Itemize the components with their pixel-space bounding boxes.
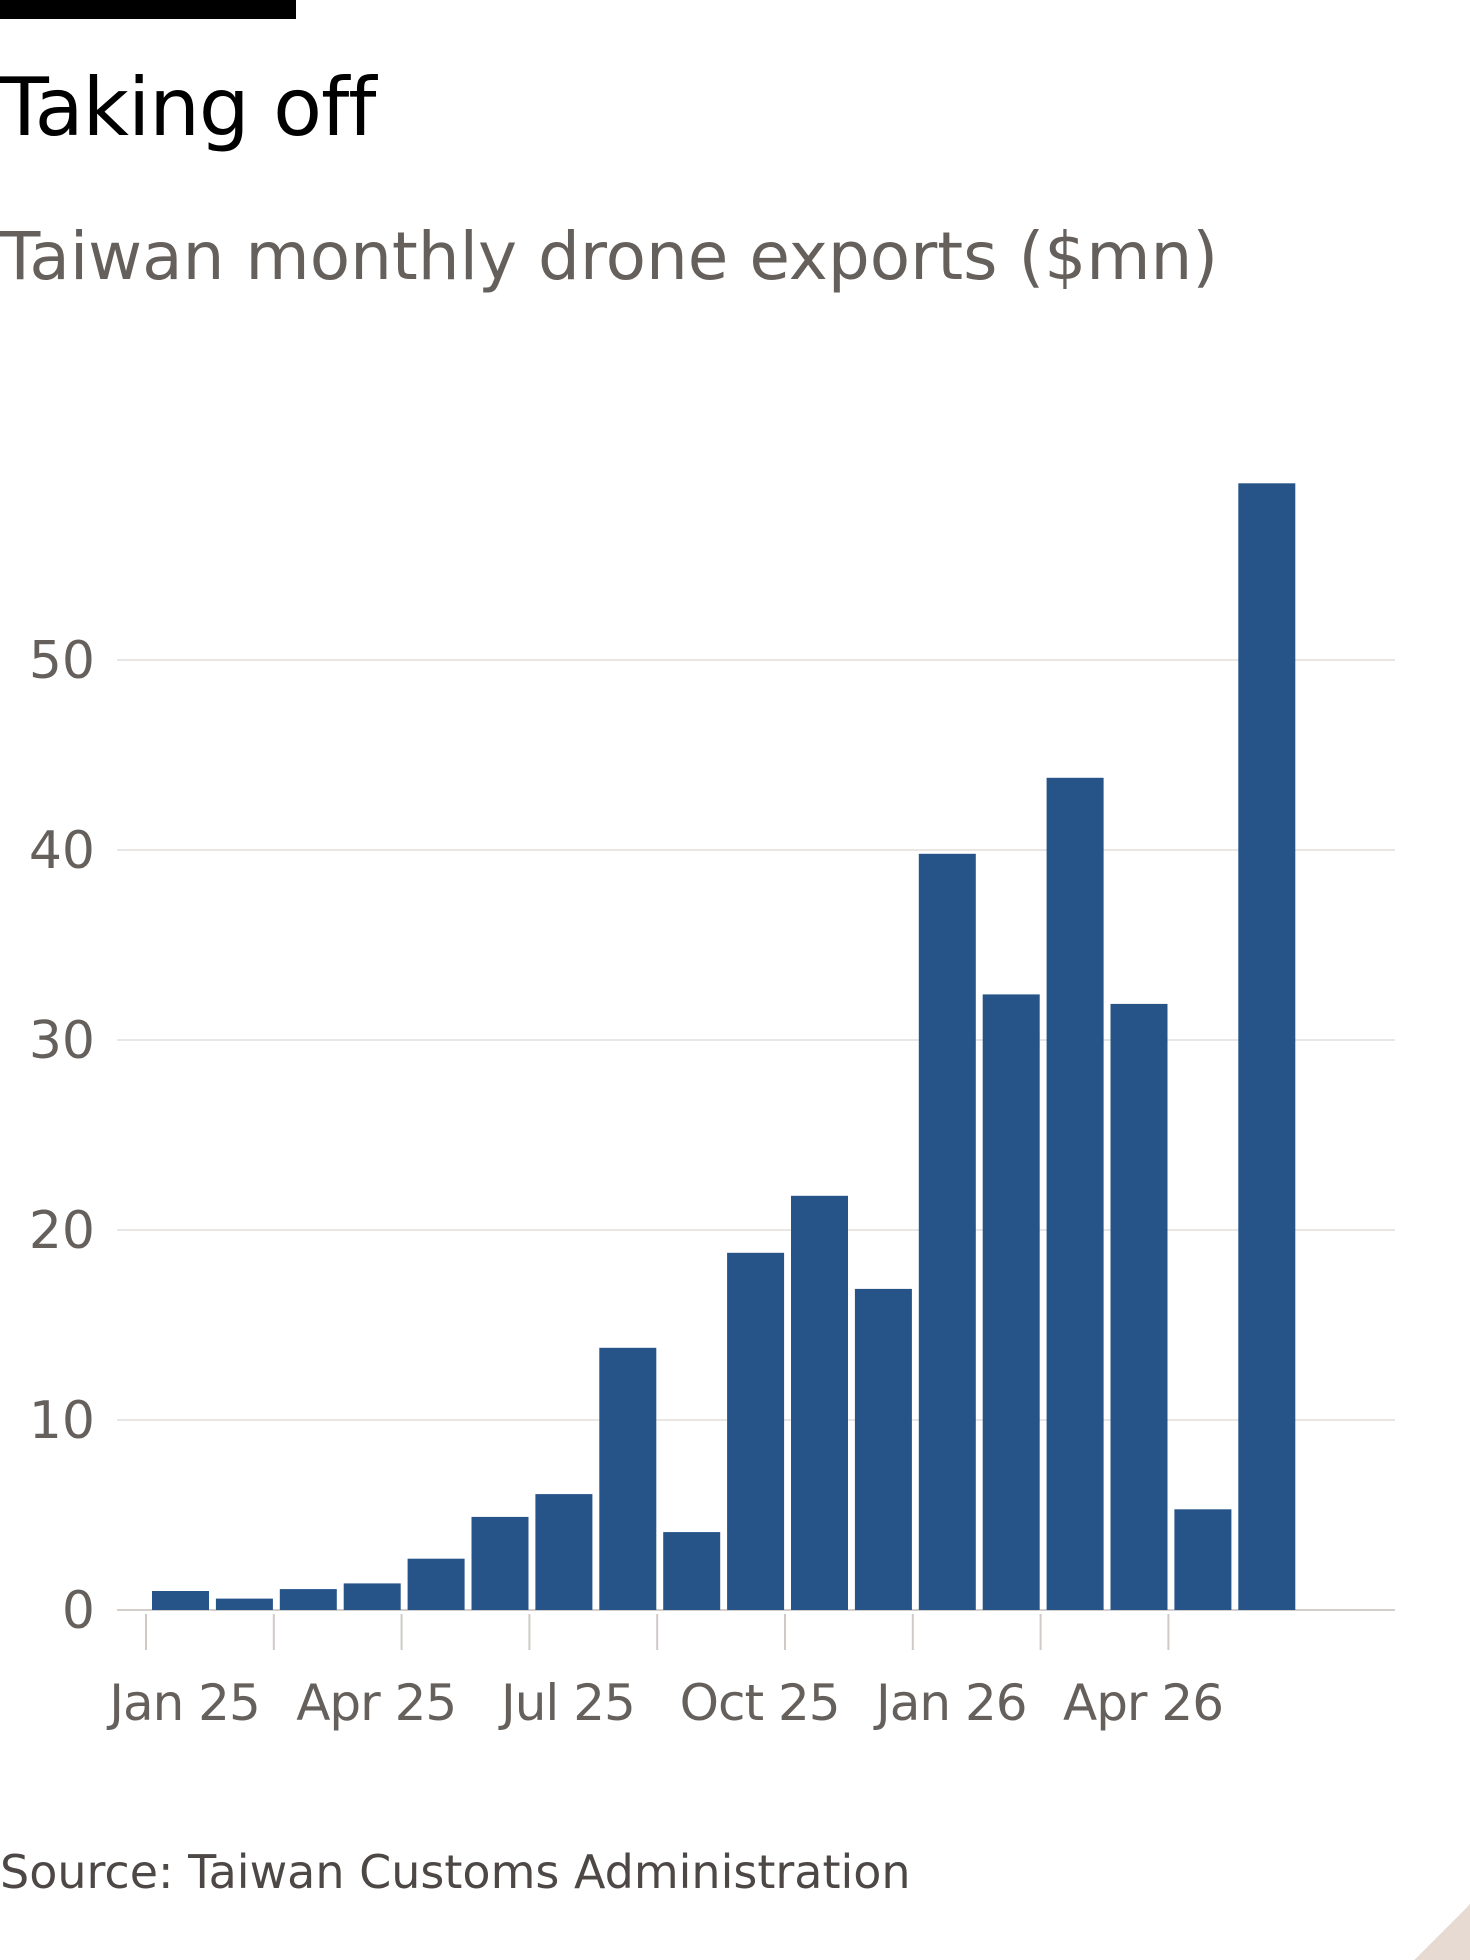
bar-jan-26 xyxy=(918,853,976,1610)
x-tick-label-jul-25: Jul 25 xyxy=(498,1674,635,1732)
x-tick-label-jan-25: Jan 25 xyxy=(106,1674,260,1732)
bar-jun-26 xyxy=(1238,483,1296,1610)
source-note: Source: Taiwan Customs Administration xyxy=(0,1845,911,1899)
bar-jan-25 xyxy=(152,1591,209,1610)
y-tick-label-30: 30 xyxy=(29,1011,95,1071)
bar-apr-25 xyxy=(343,1583,401,1610)
x-tick-label-jan-26: Jan 26 xyxy=(873,1674,1027,1732)
x-tick-label-apr-25: Apr 25 xyxy=(296,1674,456,1732)
bar-sep-25 xyxy=(663,1532,721,1610)
bar-apr-26 xyxy=(1110,1003,1168,1610)
bar-aug-25 xyxy=(599,1347,657,1610)
corner-fold-decoration xyxy=(1414,1904,1470,1960)
top-accent-bar xyxy=(0,0,296,19)
bar-nov-25 xyxy=(791,1195,848,1610)
bar-mar-25 xyxy=(279,1589,337,1610)
x-tick-label-apr-26: Apr 26 xyxy=(1063,1674,1223,1732)
bar-oct-25 xyxy=(727,1252,785,1610)
y-tick-label-0: 0 xyxy=(62,1581,95,1641)
bar-feb-25 xyxy=(215,1598,273,1610)
y-tick-label-20: 20 xyxy=(29,1201,95,1261)
y-tick-label-50: 50 xyxy=(29,631,95,691)
bar-may-26 xyxy=(1174,1509,1232,1610)
bar-mar-26 xyxy=(1046,777,1104,1610)
chart-subtitle: Taiwan monthly drone exports ($mn) xyxy=(0,218,1219,295)
chart-title: Taking off xyxy=(0,61,376,154)
bars xyxy=(152,483,1296,1610)
bar-may-25 xyxy=(407,1558,465,1610)
y-axis-tick-labels: 0 10 20 30 40 50 xyxy=(29,631,95,1641)
bar-dec-25 xyxy=(854,1288,912,1610)
bar-jun-25 xyxy=(471,1516,529,1610)
bar-feb-26 xyxy=(982,994,1040,1610)
x-tick-label-oct-25: Oct 25 xyxy=(680,1674,840,1732)
y-tick-label-40: 40 xyxy=(29,821,95,881)
y-tick-label-10: 10 xyxy=(29,1391,95,1451)
bar-jul-25 xyxy=(535,1494,593,1610)
x-axis-ticks: Jan 25 Apr 25 Jul 25 Oct 25 Jan 26 Apr 26 xyxy=(106,1614,1224,1732)
